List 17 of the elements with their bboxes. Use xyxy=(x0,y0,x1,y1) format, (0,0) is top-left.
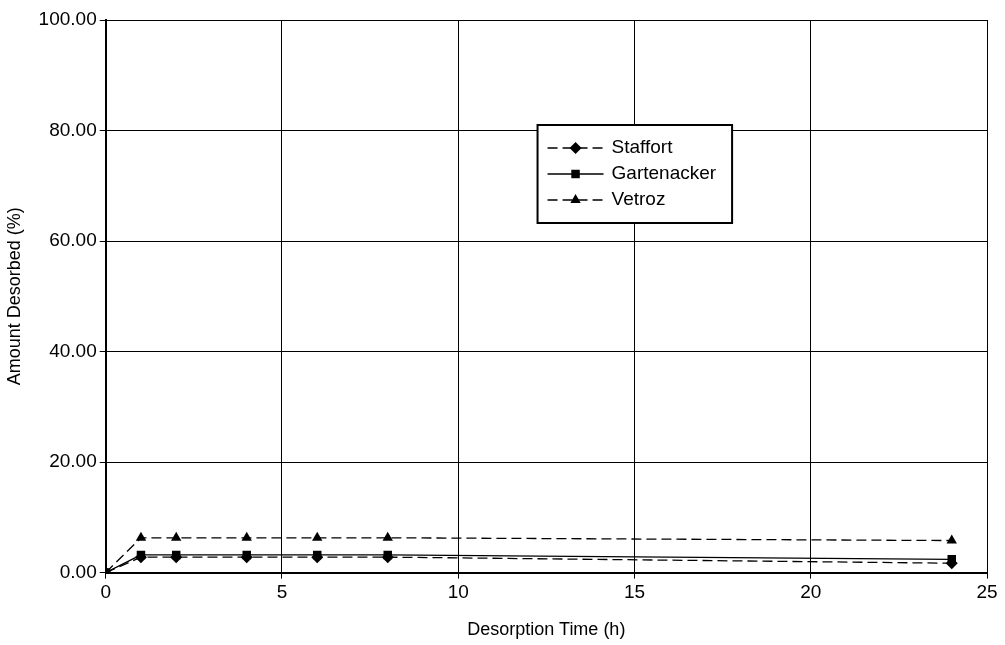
x-tick-label: 20 xyxy=(800,581,822,603)
y-tick-label: 80.00 xyxy=(49,118,97,140)
y-tick-label: 100.00 xyxy=(38,8,97,30)
legend-label: Staffort xyxy=(611,136,674,158)
x-tick-label: 5 xyxy=(276,581,288,603)
x-tick-label: 10 xyxy=(447,581,469,603)
y-tick-label: 20.00 xyxy=(49,450,97,472)
x-axis-title: Desorption Time (h) xyxy=(467,619,626,640)
y-tick-label: 40.00 xyxy=(49,339,97,361)
y-axis-title: Amount Desorbed (%) xyxy=(3,207,24,386)
y-tick-label: 60.00 xyxy=(49,229,97,251)
x-tick-label: 25 xyxy=(976,581,998,603)
y-tick-label: 0.00 xyxy=(59,560,97,582)
x-tick-label: 0 xyxy=(100,581,111,603)
legend-label: Vetroz xyxy=(611,188,666,210)
legend-label: Gartenacker xyxy=(611,162,717,184)
x-tick-label: 15 xyxy=(623,581,646,603)
